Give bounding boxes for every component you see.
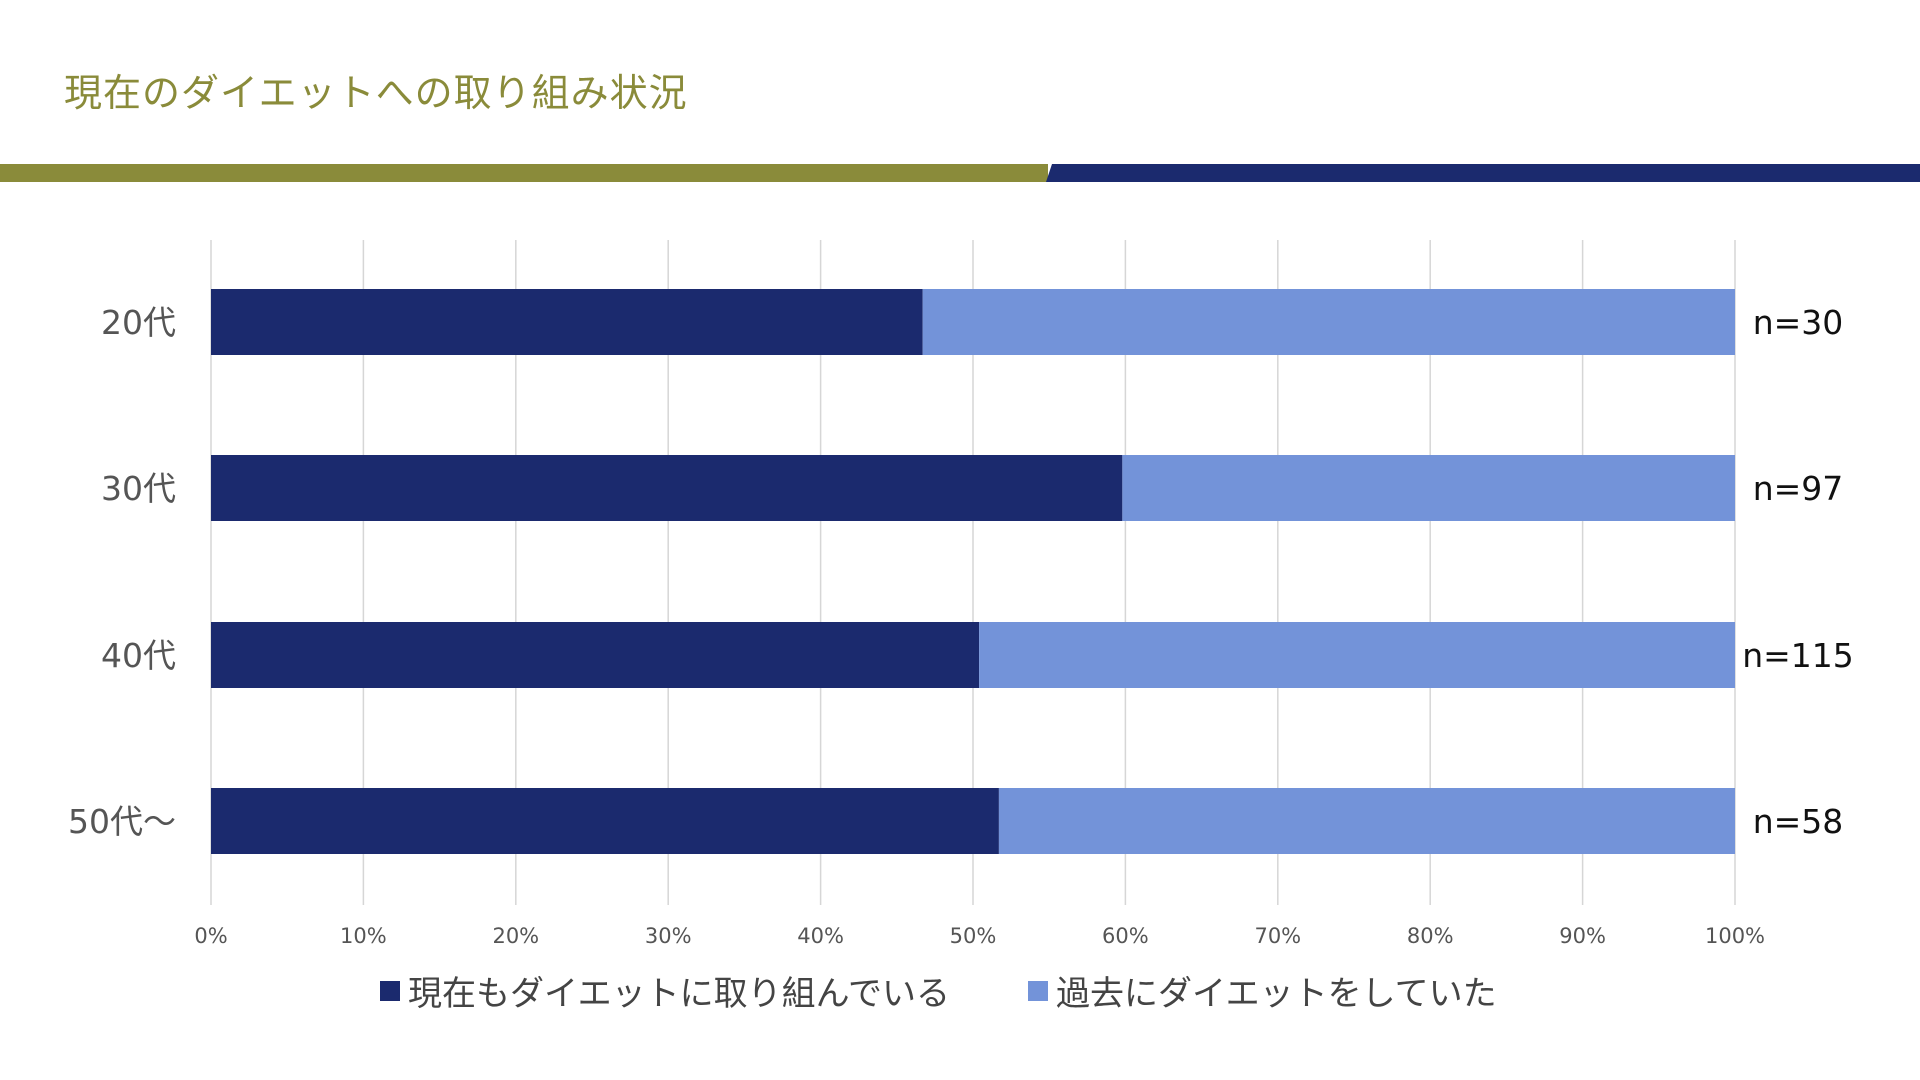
sample-size-label: n=30 — [1753, 303, 1844, 342]
y-category-label: 50代〜 — [68, 802, 176, 841]
bar-current — [211, 455, 1123, 521]
x-tick-label: 40% — [797, 924, 844, 948]
x-tick-label: 70% — [1254, 924, 1301, 948]
y-category-label: 40代 — [101, 636, 176, 675]
legend-item-past: 過去にダイエットをしていた — [1027, 966, 1497, 1015]
legend-swatch-past — [1027, 980, 1048, 1001]
bar-current — [211, 289, 923, 355]
legend-label-current: 現在もダイエットに取り組んでいる — [408, 974, 950, 1014]
y-category-label: 20代 — [101, 303, 176, 342]
y-category-label: 30代 — [101, 469, 176, 508]
sample-size-label: n=115 — [1742, 636, 1854, 675]
x-tick-label: 100% — [1705, 924, 1765, 948]
page-title: 現在のダイエットへの取り組み状況 — [64, 71, 688, 115]
legend-label-past: 過去にダイエットをしていた — [1055, 974, 1497, 1014]
x-tick-label: 20% — [492, 924, 539, 948]
bar-past — [1122, 455, 1735, 521]
sample-size-label: n=97 — [1753, 469, 1844, 508]
bar-current — [211, 622, 980, 688]
bar-past — [922, 289, 1735, 355]
x-tick-label: 80% — [1407, 924, 1454, 948]
chart-legend: 現在もダイエットに取り組んでいる 過去にダイエットをしていた — [380, 966, 1497, 1015]
x-tick-label: 0% — [194, 924, 227, 948]
x-tick-label: 60% — [1102, 924, 1149, 948]
sample-size-label: n=58 — [1753, 802, 1844, 841]
bar-past — [979, 622, 1735, 688]
x-tick-label: 30% — [645, 924, 692, 948]
bar-past — [998, 788, 1735, 854]
legend-item-current: 現在もダイエットに取り組んでいる — [380, 966, 950, 1015]
header-divider-navy — [1046, 164, 1920, 182]
bar-current — [211, 788, 999, 854]
x-tick-label: 90% — [1559, 924, 1606, 948]
header-divider-olive — [0, 164, 1048, 182]
x-tick-label: 50% — [950, 924, 997, 948]
legend-swatch-current — [380, 980, 400, 1001]
x-tick-label: 10% — [340, 924, 387, 948]
